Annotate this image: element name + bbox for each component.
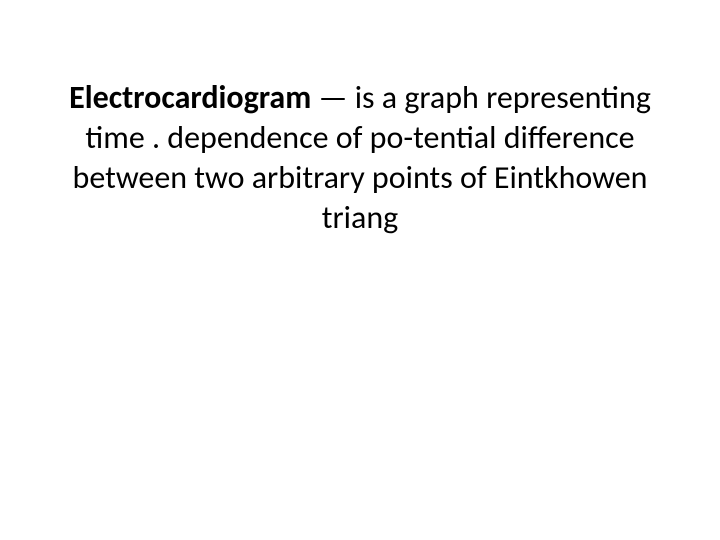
- definition-term: Electrocardiogram: [69, 78, 311, 117]
- definition-text: Electrocardiogram — is a graph represent…: [45, 78, 675, 238]
- slide-container: Electrocardiogram — is a graph represent…: [0, 0, 720, 540]
